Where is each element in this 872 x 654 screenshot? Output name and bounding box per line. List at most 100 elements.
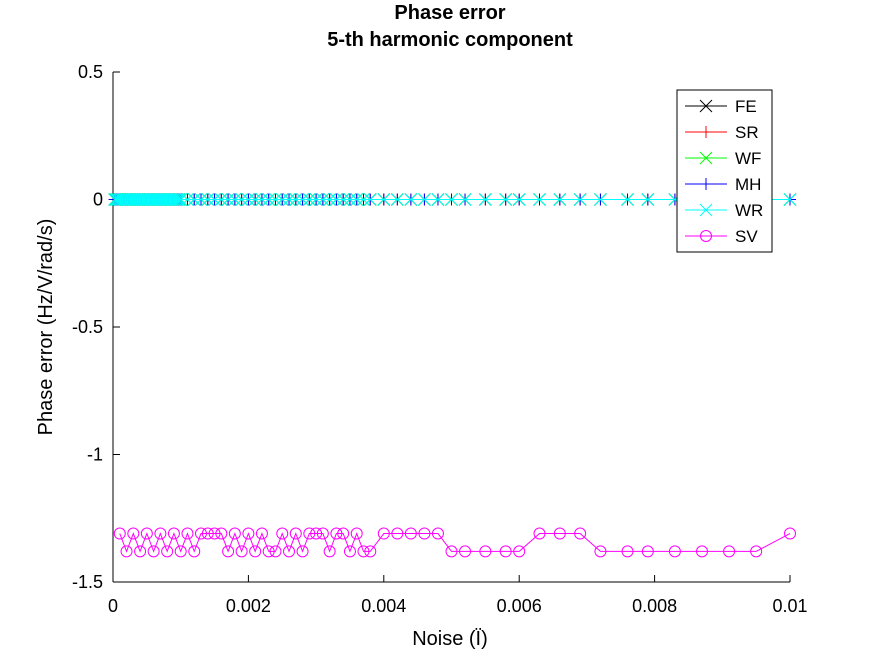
point-sv	[431, 527, 444, 540]
point-sv	[303, 527, 316, 540]
point-sv	[499, 545, 512, 558]
point-wr	[783, 193, 797, 206]
point-sv	[574, 527, 587, 540]
point-sv	[140, 527, 153, 540]
point-sv	[276, 527, 289, 540]
legend-entry-sv: SV	[685, 227, 758, 246]
point-wr	[533, 193, 546, 206]
point-wr	[201, 193, 215, 206]
point-sv	[181, 527, 194, 540]
point-sv	[188, 545, 201, 558]
point-sv	[723, 545, 736, 558]
legend-entry-fe: FE	[685, 97, 757, 116]
point-wr	[404, 193, 418, 206]
legend-marker-wr	[699, 203, 713, 217]
point-wr	[221, 193, 235, 206]
point-wr	[269, 193, 282, 206]
point-sv	[364, 545, 377, 558]
y-tick-label: 0.5	[78, 62, 103, 82]
point-wr	[282, 193, 296, 206]
point-sv	[296, 545, 309, 558]
point-sv	[310, 527, 323, 540]
point-wr	[553, 193, 567, 206]
legend-entry-wr: WR	[685, 201, 763, 220]
point-sv	[404, 527, 417, 540]
point-wr	[478, 193, 492, 206]
point-wr	[621, 193, 634, 206]
point-sv	[350, 527, 363, 540]
point-sv	[167, 527, 180, 540]
point-wr	[255, 193, 269, 206]
point-sv	[283, 545, 296, 558]
point-sv	[262, 545, 275, 558]
point-wr	[431, 193, 445, 206]
point-wr	[174, 193, 188, 206]
legend-marker-sr	[700, 126, 712, 138]
point-sv	[235, 545, 248, 558]
point-wr	[323, 193, 336, 206]
point-sv	[513, 545, 526, 558]
point-wr	[316, 193, 330, 206]
point-wr	[194, 193, 208, 206]
legend-box	[676, 89, 773, 253]
point-sv	[750, 545, 763, 558]
point-sv	[174, 545, 187, 558]
point-sv	[249, 545, 262, 558]
chart-subtitle: 5-th harmonic component	[327, 29, 573, 51]
legend-entry-mh: MH	[685, 175, 761, 194]
point-sv	[418, 527, 431, 540]
point-wr	[330, 193, 343, 206]
point-wr	[336, 193, 350, 206]
point-wr	[235, 193, 248, 206]
point-sv	[445, 545, 458, 558]
legend: FE SR WF MH WR SV	[676, 89, 773, 253]
point-sv	[269, 545, 282, 558]
point-wr	[187, 193, 201, 206]
point-sv	[641, 545, 654, 558]
point-wr	[275, 193, 289, 206]
point-sv	[201, 527, 214, 540]
point-sv	[330, 527, 343, 540]
y-tick-label: 0	[93, 190, 103, 210]
point-wr	[296, 193, 309, 206]
point-wr	[458, 193, 472, 206]
point-sv	[323, 545, 336, 558]
x-tick-label: 0.006	[497, 596, 542, 616]
point-sv	[343, 545, 356, 558]
point-sv	[113, 527, 126, 540]
point-sv	[391, 527, 404, 540]
chart-title: Phase error	[394, 2, 505, 24]
point-sv	[208, 527, 221, 540]
legend-marker-mh	[700, 178, 712, 190]
point-sv	[242, 527, 255, 540]
point-sv	[533, 527, 546, 540]
point-sv	[553, 527, 566, 540]
point-wr	[594, 193, 607, 206]
legend-entry-wf: WF	[685, 149, 761, 168]
point-wr	[289, 193, 303, 206]
point-wr	[418, 193, 431, 206]
legend-label-fe: FE	[735, 97, 757, 116]
legend-label-sr: SR	[735, 123, 759, 142]
x-tick-label: 0	[108, 596, 118, 616]
point-wr	[363, 193, 377, 206]
point-wr	[302, 193, 316, 206]
legend-label-sv: SV	[735, 227, 758, 246]
point-sv	[594, 545, 607, 558]
point-wr	[248, 193, 262, 206]
point-sv	[161, 545, 174, 558]
point-sv	[695, 545, 708, 558]
x-tick-label: 0.002	[226, 596, 271, 616]
point-wr	[445, 193, 458, 206]
series-line-sv	[119, 532, 791, 553]
point-wr	[169, 193, 182, 206]
point-sv	[195, 527, 208, 540]
point-sv	[134, 545, 147, 558]
point-wr	[214, 193, 228, 206]
tick-labels: 0 0.002 0.004 0.006 0.008 0.01 -1.5 -1 -0.5 0 0.5	[72, 62, 808, 616]
series-sv	[113, 527, 796, 558]
x-tick-label: 0.01	[772, 596, 807, 616]
point-wr	[512, 193, 526, 206]
point-wr	[181, 193, 194, 206]
